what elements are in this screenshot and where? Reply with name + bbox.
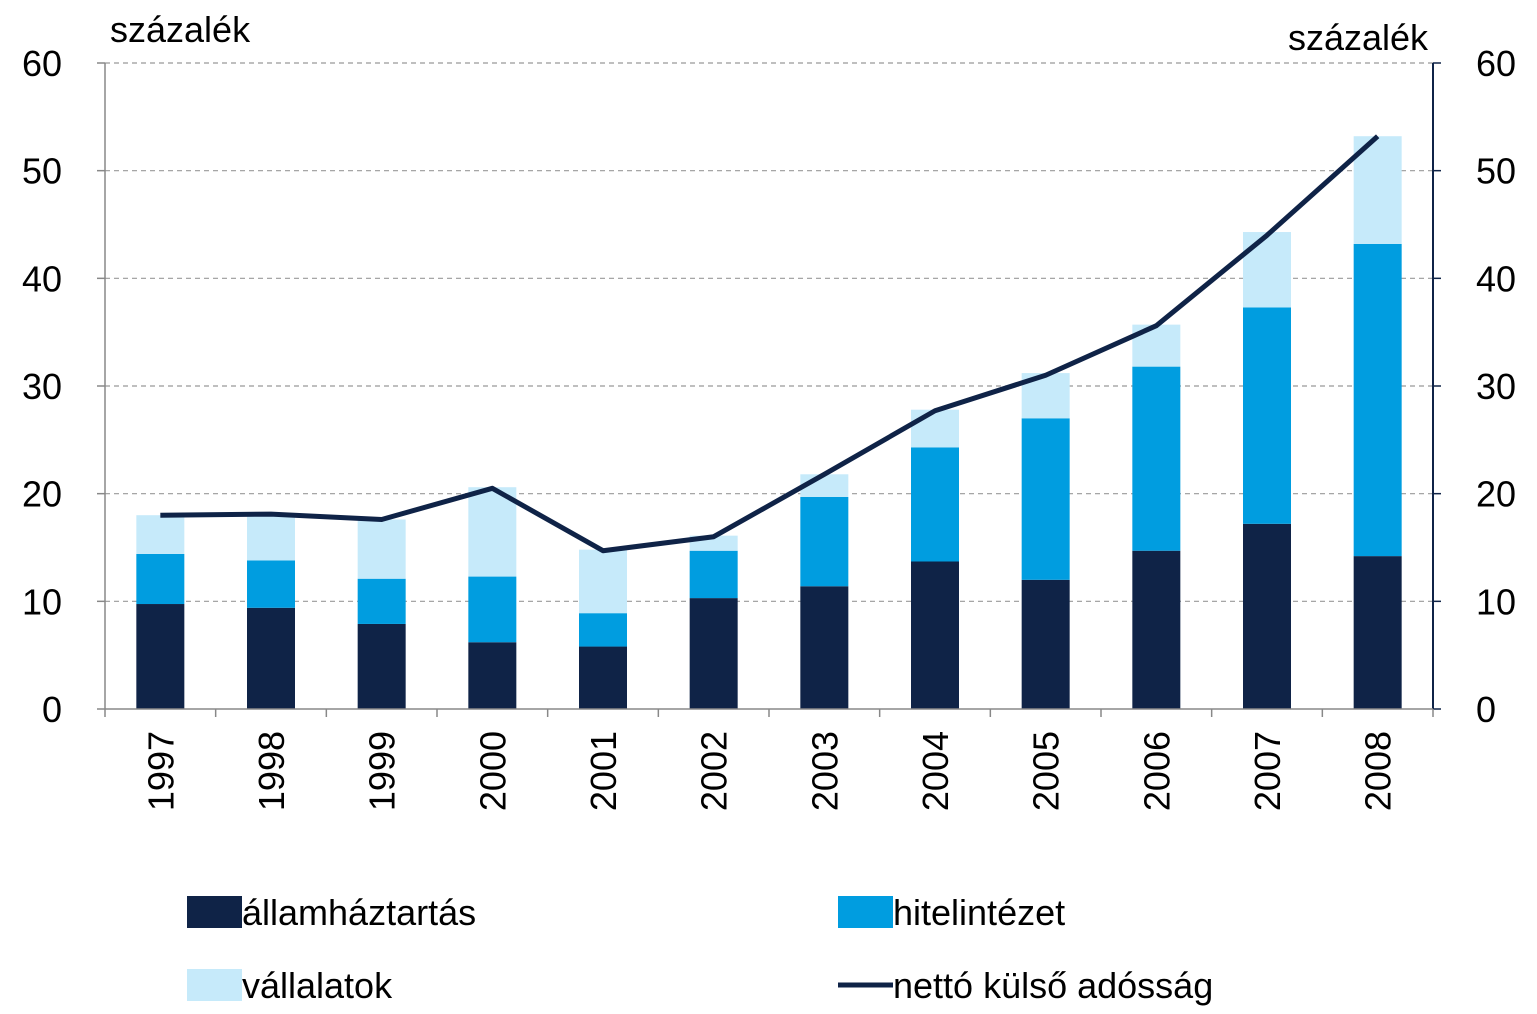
y2-tick-label: 0: [1476, 689, 1496, 730]
x-tick-label: 1997: [140, 731, 181, 811]
x-tick-label: 2002: [694, 731, 735, 811]
y-axis-label: százalék: [110, 9, 251, 50]
bar: [911, 447, 959, 562]
bar: [1021, 579, 1070, 709]
bar: [579, 549, 627, 614]
x-tick-label: 2004: [915, 731, 956, 811]
bar: [136, 553, 185, 605]
bar: [689, 598, 738, 709]
y-tick-label: 40: [22, 258, 62, 299]
bar: [357, 519, 406, 579]
y-tick-label: 20: [22, 474, 62, 515]
y2-axis-label: százalék: [1288, 17, 1429, 58]
x-tick-label: 2003: [804, 731, 845, 811]
y2-tick-label: 60: [1476, 43, 1516, 84]
line: [160, 134, 1380, 554]
bar: [247, 514, 295, 561]
x-tick-label: 2000: [472, 731, 513, 811]
bar: [800, 586, 849, 709]
y2-tick-label: 30: [1476, 366, 1516, 407]
legend-label: nettó külső adósság: [893, 965, 1213, 1006]
bar: [579, 646, 627, 709]
bar: [1132, 366, 1181, 551]
y2-tick-label: 20: [1476, 474, 1516, 515]
y2-tick-label: 10: [1476, 581, 1516, 622]
bar: [911, 561, 959, 709]
y2-tick-label: 50: [1476, 151, 1516, 192]
y-tick-label: 30: [22, 366, 62, 407]
y2-tick-label: 40: [1476, 258, 1516, 299]
bar: [468, 487, 517, 577]
bar: [1021, 418, 1070, 580]
x-tick-label: 2001: [583, 731, 624, 811]
bar: [911, 409, 959, 448]
bar: [1132, 550, 1181, 709]
bar: [689, 550, 738, 599]
bar: [1243, 523, 1291, 709]
bar: [357, 623, 406, 709]
y-tick-label: 50: [22, 151, 62, 192]
bar: [579, 613, 627, 647]
legend-label: vállalatok: [242, 965, 393, 1006]
bar: [1353, 556, 1402, 709]
x-tick-label: 2008: [1358, 731, 1399, 811]
bar: [468, 576, 517, 643]
bar: [1353, 136, 1402, 244]
bar: [1243, 307, 1291, 524]
y-tick-label: 0: [42, 689, 62, 730]
legend-swatch: [187, 969, 242, 1001]
y-tick-label: 10: [22, 581, 62, 622]
legend-label: államháztartás: [242, 892, 476, 933]
legend-swatch: [187, 896, 242, 928]
bar: [468, 642, 517, 709]
x-tick-label: 2006: [1136, 731, 1177, 811]
x-tick-label: 1998: [251, 731, 292, 811]
bar: [247, 607, 295, 709]
legend-swatch: [838, 896, 893, 928]
bar: [136, 515, 185, 554]
bar: [136, 604, 185, 709]
legend-label: hitelintézet: [893, 892, 1065, 933]
y-tick-label: 60: [22, 43, 62, 84]
x-tick-label: 2007: [1247, 731, 1288, 811]
bar: [800, 496, 849, 587]
bar: [1353, 243, 1402, 557]
x-tick-label: 2005: [1026, 731, 1067, 811]
bar: [357, 578, 406, 624]
x-tick-label: 1999: [362, 731, 403, 811]
bar: [1243, 232, 1291, 308]
bar: [247, 560, 295, 608]
